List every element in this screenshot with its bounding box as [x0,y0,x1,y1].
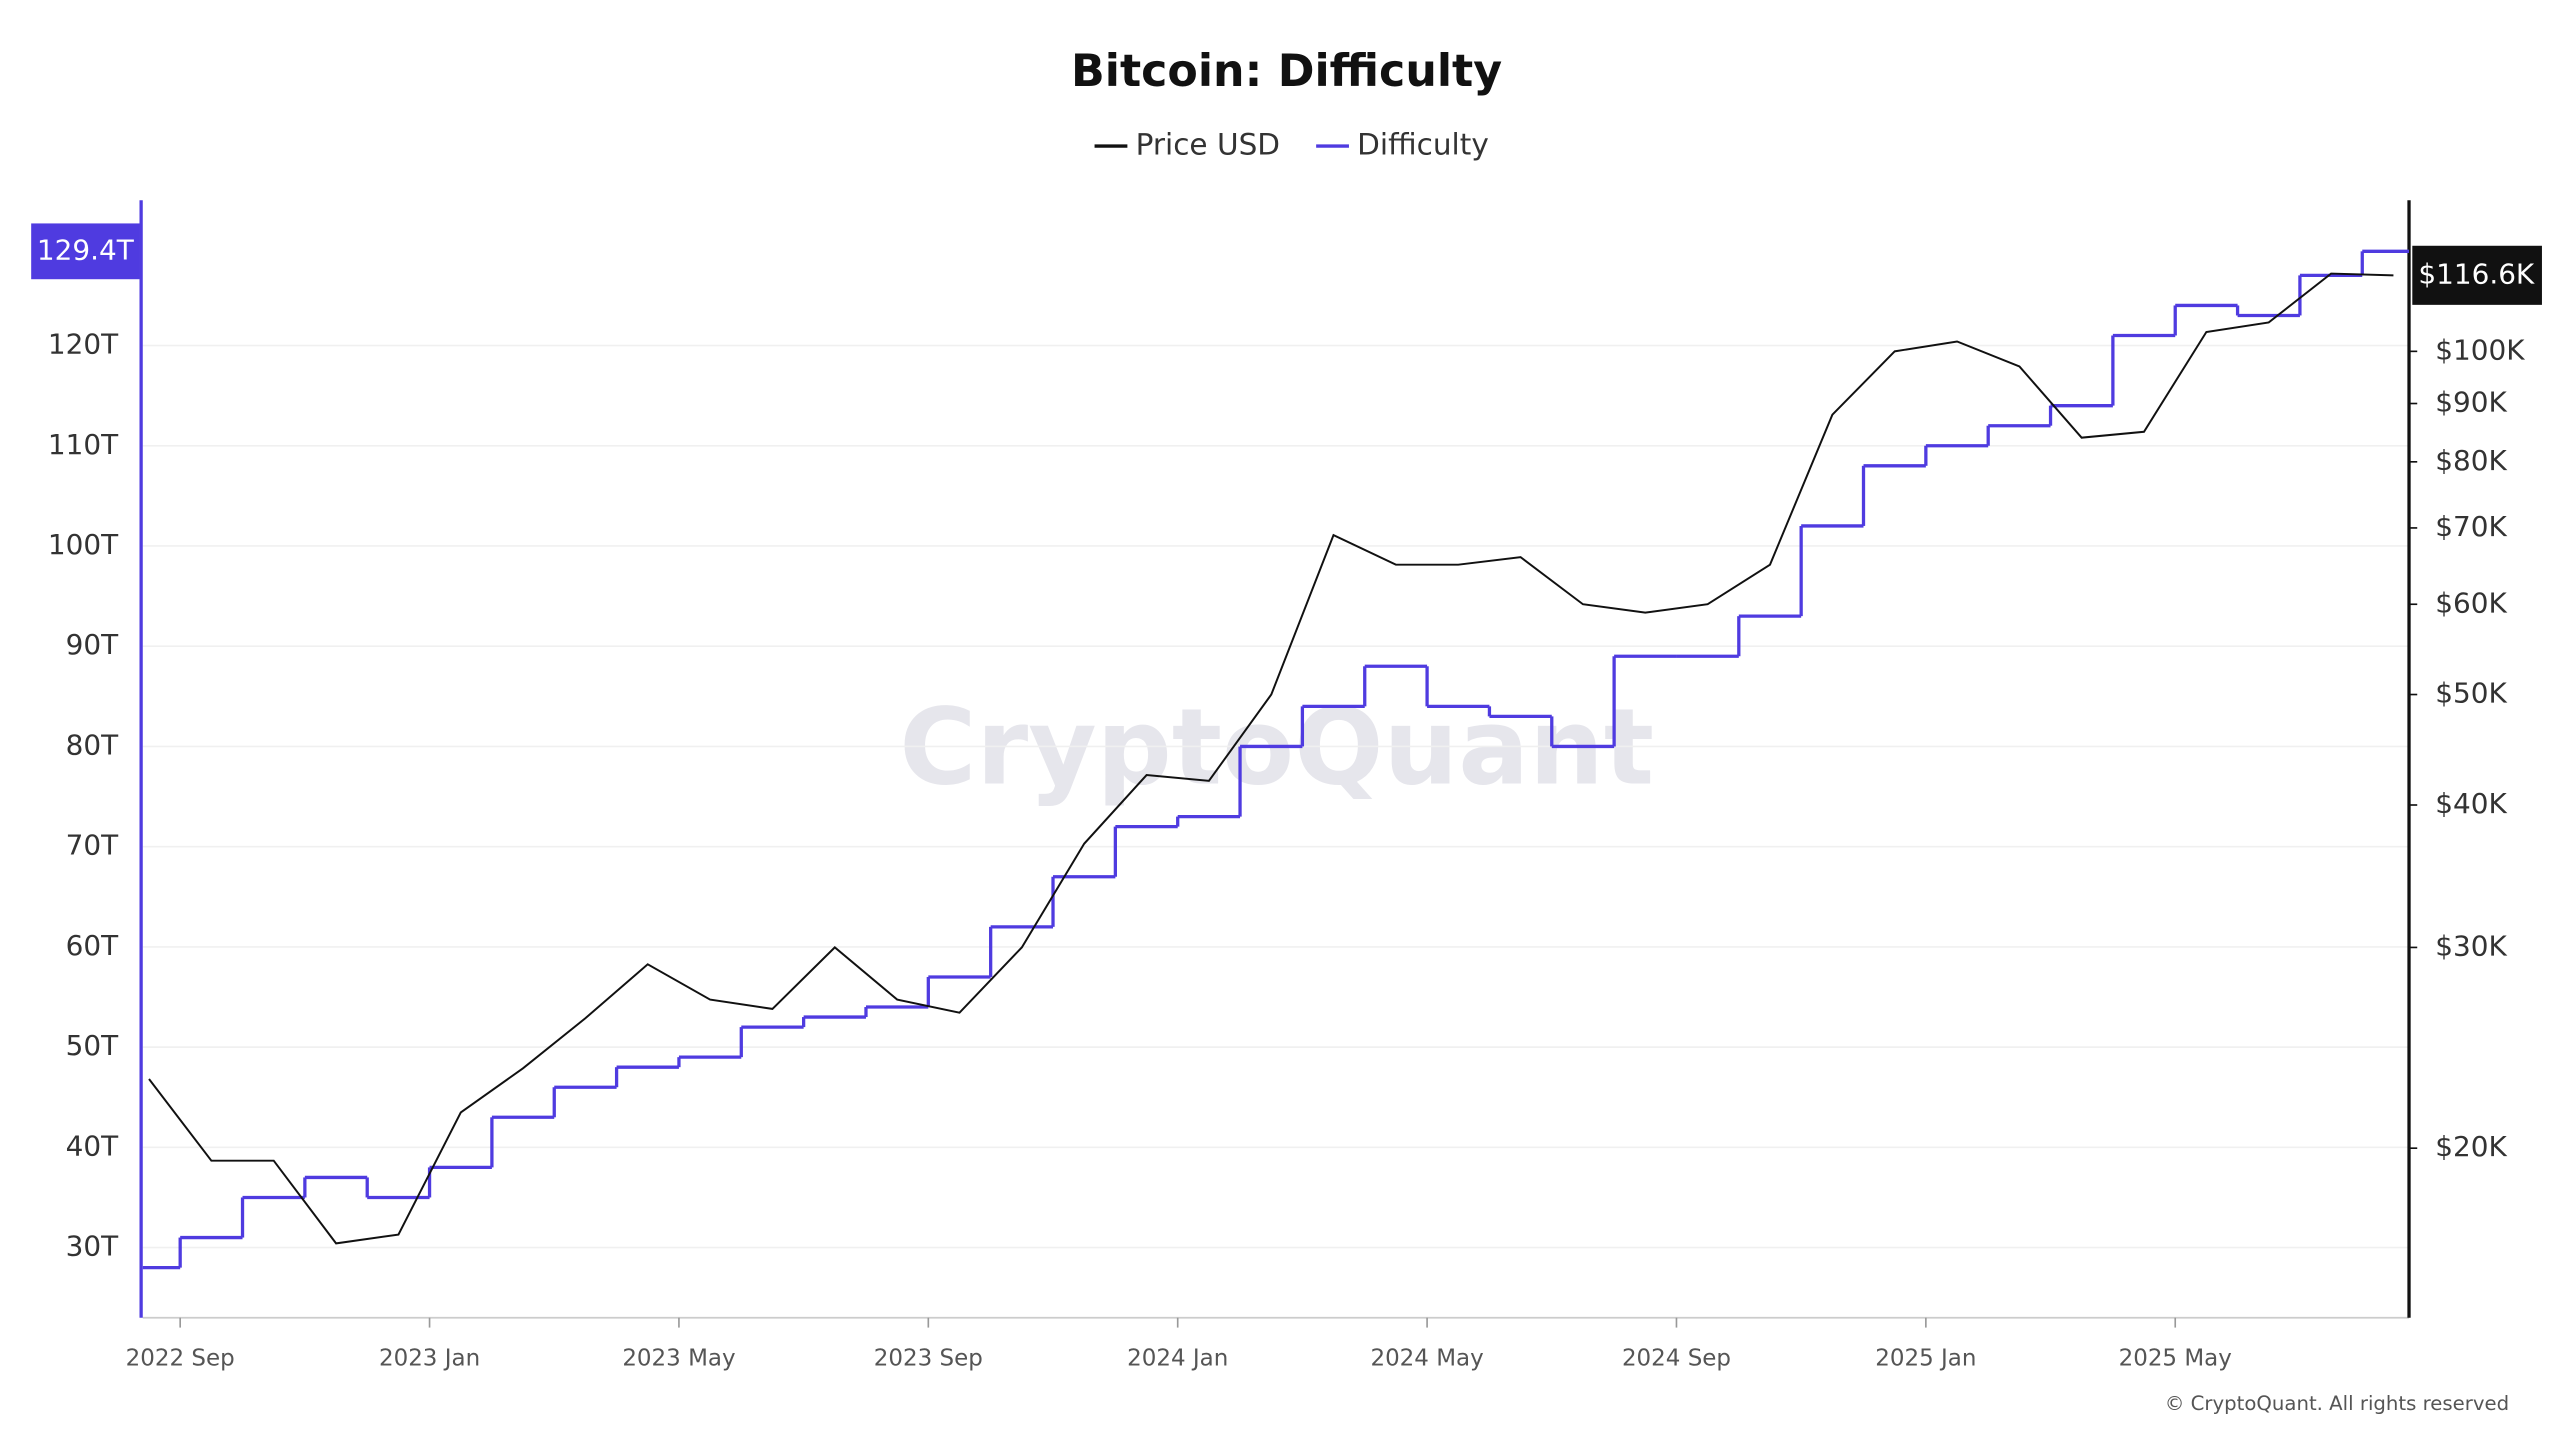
x-tick-label: 2025 Jan [1875,1345,1976,1371]
y2-tick-label: $100K [2435,333,2525,366]
y2-tick-label: $90K [2435,386,2507,419]
y2-tick-label: $50K [2435,677,2507,710]
price-line [148,272,2394,1245]
legend-label: Difficulty [1357,128,1489,162]
x-tick-label: 2024 Jan [1127,1345,1228,1371]
y2-tick-label: $80K [2435,444,2507,477]
current-value-box [2412,245,2542,305]
y2-tick-label: $40K [2435,787,2507,820]
current-value-box [31,223,140,280]
x-tick-label: 2023 Jan [379,1345,480,1371]
x-tick-label: 2023 May [622,1345,735,1371]
y-tick-label: 30T [66,1230,119,1263]
x-tick-label: 2022 Sep [126,1345,235,1371]
current-value-label: 129.4T [37,233,135,266]
current-value-label: $116.6K [2418,257,2535,290]
legend-label: Price USD [1136,128,1280,162]
y-tick-label: 40T [66,1129,119,1162]
chart-title: Bitcoin: Difficulty [1071,46,1502,97]
y-tick-label: 60T [66,929,119,962]
y-tick-label: 80T [66,728,119,761]
x-tick-label: 2023 Sep [874,1345,983,1371]
y2-tick-label: $60K [2435,586,2507,619]
y-tick-label: 50T [66,1029,119,1062]
x-tick-label: 2024 Sep [1622,1345,1731,1371]
x-tick-label: 2025 May [2119,1345,2232,1371]
y-tick-label: 120T [48,328,119,361]
y2-tick-label: $20K [2435,1130,2507,1163]
copyright: © CryptoQuant. All rights reserved [2165,1392,2509,1415]
y2-tick-label: $70K [2435,510,2507,543]
y-tick-label: 90T [66,628,119,661]
x-tick-label: 2024 May [1370,1345,1483,1371]
y-tick-label: 100T [48,528,119,561]
y-tick-label: 110T [48,428,119,461]
y-tick-label: 70T [66,829,119,862]
y2-tick-label: $30K [2435,929,2507,962]
